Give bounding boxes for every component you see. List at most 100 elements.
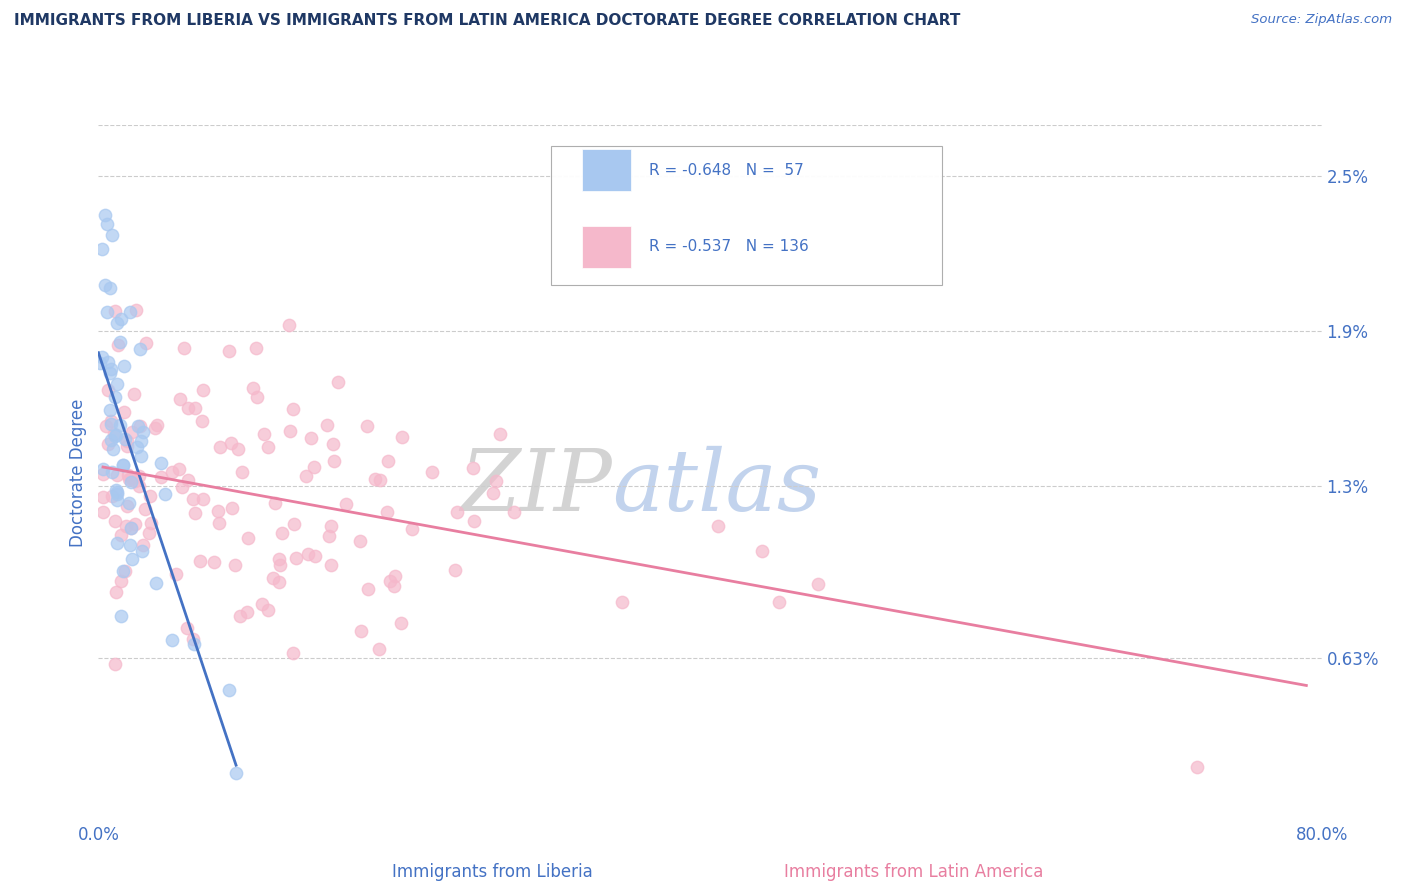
Point (91, 462, 114, 476)
Point (97, 436, 120, 450)
Point (114, 359, 136, 373)
Point (107, 492, 129, 507)
Point (193, 491, 215, 506)
Point (368, 642, 391, 657)
Point (103, 426, 125, 441)
Point (96, 418, 118, 433)
Point (105, 467, 128, 482)
Point (207, 504, 229, 518)
Point (105, 427, 128, 442)
Point (110, 574, 132, 588)
Text: ZIP: ZIP (460, 445, 612, 528)
Point (105, 316, 128, 330)
Point (162, 466, 184, 480)
Point (128, 469, 150, 483)
Point (105, 376, 128, 391)
Point (120, 475, 142, 490)
Text: Source: ZipAtlas.com: Source: ZipAtlas.com (1251, 13, 1392, 27)
Point (183, 637, 205, 651)
Point (120, 521, 142, 535)
Point (125, 303, 148, 318)
Point (807, 576, 830, 591)
Point (751, 544, 773, 558)
Point (481, 485, 503, 500)
Point (131, 538, 153, 552)
Point (165, 567, 187, 582)
Point (181, 632, 204, 647)
Point (242, 381, 264, 395)
Point (112, 458, 135, 472)
Text: IMMIGRANTS FROM LIBERIA VS IMMIGRANTS FROM LATIN AMERICA DOCTORATE DEGREE CORREL: IMMIGRANTS FROM LIBERIA VS IMMIGRANTS FR… (14, 13, 960, 29)
Point (245, 341, 267, 355)
Point (221, 501, 243, 516)
Point (356, 582, 378, 596)
Point (370, 473, 392, 487)
Point (377, 454, 399, 468)
Bar (582, 226, 630, 268)
Point (173, 341, 195, 355)
Point (149, 457, 172, 471)
Point (110, 312, 132, 326)
Point (281, 646, 304, 660)
Point (364, 472, 387, 486)
Point (124, 474, 146, 488)
Point (218, 344, 240, 359)
Point (115, 434, 138, 449)
Point (104, 657, 127, 672)
Text: R = -0.537   N = 136: R = -0.537 N = 136 (650, 239, 808, 254)
Point (350, 624, 373, 639)
Point (322, 436, 344, 450)
Point (100, 362, 122, 376)
Point (278, 424, 301, 438)
Point (375, 505, 398, 519)
Point (283, 517, 305, 532)
Point (218, 683, 240, 698)
Point (257, 441, 280, 455)
Point (100, 433, 122, 447)
Point (250, 597, 273, 611)
Point (285, 551, 308, 566)
Point (125, 440, 148, 454)
Point (231, 465, 253, 479)
Text: Immigrants from Latin America: Immigrants from Latin America (785, 863, 1043, 881)
Point (110, 609, 132, 624)
Point (129, 434, 152, 448)
FancyBboxPatch shape (551, 145, 942, 285)
Point (120, 521, 142, 535)
Point (118, 472, 141, 486)
Point (225, 766, 247, 780)
Point (91, 467, 114, 482)
Point (299, 431, 322, 445)
Point (89, 356, 111, 370)
Point (145, 576, 167, 591)
Point (463, 514, 485, 528)
Point (461, 461, 484, 475)
Point (145, 421, 167, 435)
Point (262, 571, 284, 585)
Point (91, 350, 114, 364)
Point (446, 505, 468, 519)
Point (105, 484, 128, 499)
Point (335, 497, 357, 511)
Point (108, 418, 131, 433)
Point (111, 564, 134, 578)
Point (104, 515, 127, 529)
Point (318, 529, 340, 543)
Point (96, 305, 118, 319)
Point (105, 487, 128, 501)
Point (610, 595, 633, 609)
Point (503, 504, 526, 518)
Point (181, 492, 204, 507)
Point (297, 547, 319, 561)
Point (94, 208, 117, 222)
Point (112, 405, 135, 419)
Point (323, 454, 346, 468)
Point (105, 536, 128, 550)
Point (118, 305, 141, 319)
Point (120, 471, 142, 485)
Point (91, 490, 114, 504)
Point (101, 227, 124, 242)
Point (134, 502, 156, 516)
Point (129, 449, 152, 463)
Point (257, 603, 280, 617)
